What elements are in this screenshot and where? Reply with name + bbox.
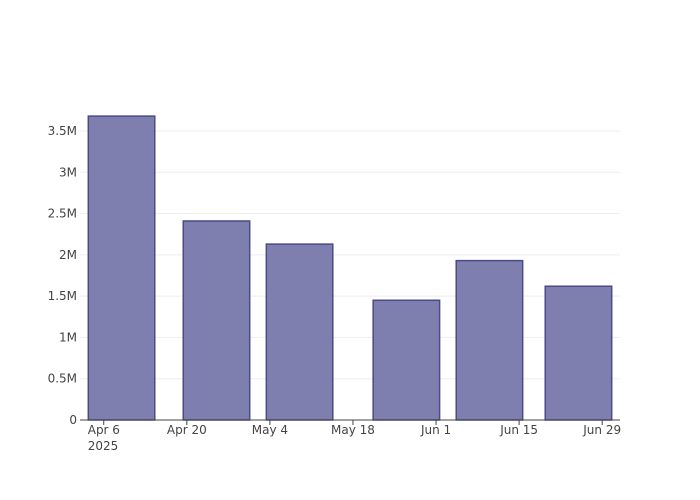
y-tick-label: 3M — [59, 165, 77, 179]
bar — [544, 285, 613, 421]
x-tick-label: Jun 15 — [499, 423, 538, 437]
x-tick-label: Apr 20 — [167, 423, 207, 437]
bar — [265, 243, 334, 421]
x-tick-label: May 4 — [252, 423, 288, 437]
x-tick-label: Apr 6 2025 — [88, 423, 120, 453]
bar — [372, 299, 441, 421]
y-tick-label: 1M — [59, 330, 77, 344]
bar — [455, 259, 524, 421]
y-tick-label: 2M — [59, 248, 77, 262]
bar — [87, 115, 156, 421]
y-tick-label: 2.5M — [48, 207, 77, 221]
bar — [182, 220, 251, 421]
y-tick-label: 0 — [69, 413, 77, 427]
x-tick-label: Jun 29 — [582, 423, 621, 437]
x-tick-label: Jun 1 — [420, 423, 451, 437]
y-tick-label: 1.5M — [48, 289, 77, 303]
y-tick-label: 3.5M — [48, 124, 77, 138]
x-tick-label: May 18 — [331, 423, 375, 437]
y-tick-label: 0.5M — [48, 372, 77, 386]
